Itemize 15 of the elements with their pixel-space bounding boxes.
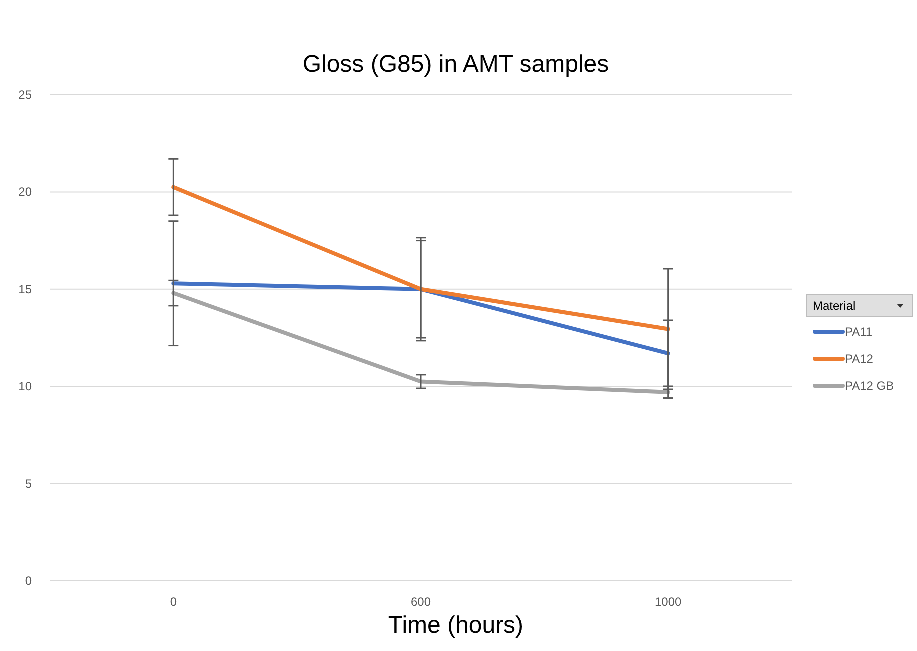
chart-title: Gloss (G85) in AMT samples xyxy=(302,51,610,78)
x-tick-label: 600 xyxy=(410,595,432,609)
y-tick-label: 10 xyxy=(18,380,32,394)
y-tick-label: 25 xyxy=(18,88,32,102)
x-axis-title: Time (hours) xyxy=(388,612,524,639)
y-tick-label: 20 xyxy=(18,185,32,200)
x-tick-label: 0 xyxy=(170,595,178,609)
legend-label: PA11 xyxy=(845,325,873,339)
y-tick-label: 15 xyxy=(18,282,32,296)
legend-label: PA12 GB xyxy=(845,379,894,393)
legend-title: Material xyxy=(813,299,856,313)
y-tick-label: 5 xyxy=(25,476,32,491)
y-tick-label: 0 xyxy=(25,574,32,588)
x-tick-label: 1000 xyxy=(654,595,682,609)
legend-label: PA12 xyxy=(845,352,874,366)
